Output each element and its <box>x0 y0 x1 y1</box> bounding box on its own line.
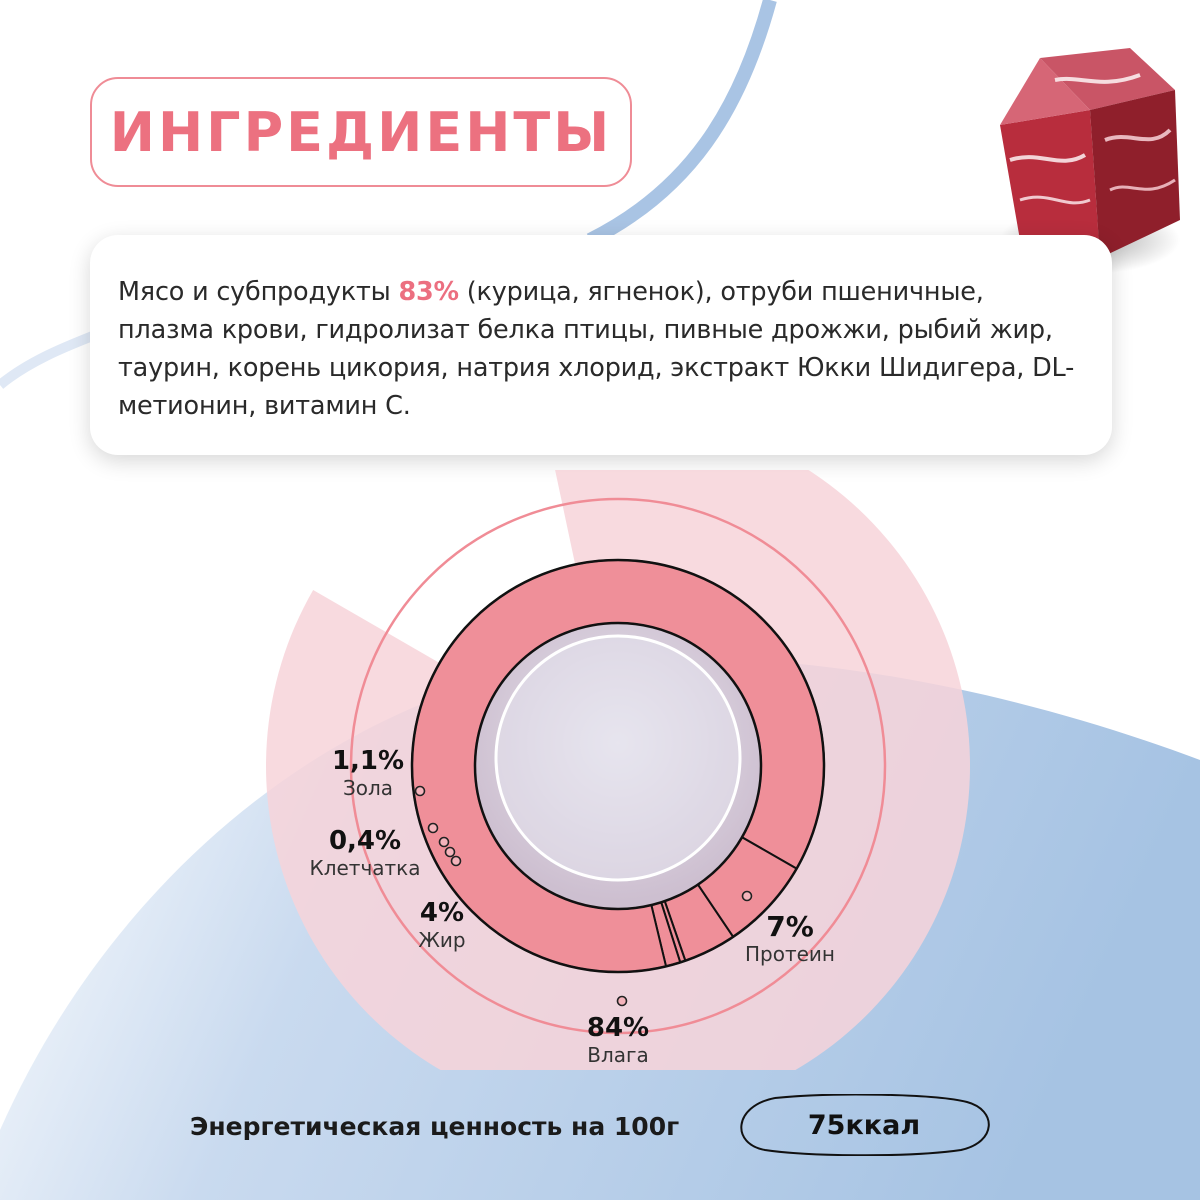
label-protein: 7% Протеин <box>740 910 840 967</box>
energy-label: Энергетическая ценность на 100г <box>190 1111 680 1141</box>
energy-value: 75ккал <box>807 1109 921 1141</box>
moisture-name: Влага <box>587 1043 649 1067</box>
moisture-value: 84% <box>586 1013 650 1043</box>
marker-moisture <box>616 995 628 1007</box>
marker-fat <box>450 855 462 867</box>
marker-fiber <box>438 836 450 848</box>
energy-row: Энергетическая ценность на 100г 75ккал <box>190 1094 990 1156</box>
ingredients-highlight: 83% <box>398 277 459 307</box>
left-arc <box>0 330 97 389</box>
energy-pill: 75ккал <box>735 1094 993 1156</box>
ingredients-rest: (курица, ягненок), отруби пшеничные, пла… <box>118 277 1075 421</box>
ash-name: Зола <box>342 776 394 800</box>
label-fiber: 0,4% Клетчатка <box>300 826 430 880</box>
label-fat: 4% Жир <box>392 898 492 952</box>
fiber-value: 0,4% <box>328 826 402 856</box>
inner-disc <box>494 634 742 882</box>
blue-swoosh <box>586 0 777 247</box>
donut-outer-outline <box>410 558 826 974</box>
outer-ring-outline <box>349 497 887 1035</box>
ingredients-prefix: Мясо и субпродукты <box>118 277 399 307</box>
title-box: ИНГРЕДИЕНТЫ <box>90 77 632 187</box>
label-moisture: 84% Влага <box>568 1013 668 1067</box>
ingredients-text: Мясо и субпродукты 83% (курица, ягненок)… <box>118 273 1082 425</box>
marker-ash <box>414 785 426 797</box>
ingredients-card: Мясо и субпродукты 83% (курица, ягненок)… <box>90 235 1112 455</box>
marker-dot <box>427 822 439 834</box>
label-ash: 1,1% Зола <box>318 746 418 800</box>
protein-value: 7% <box>766 910 814 943</box>
marker-protein <box>741 890 753 902</box>
fiber-name: Клетчатка <box>309 856 421 880</box>
fat-name: Жир <box>418 928 466 952</box>
marker-dot <box>444 846 456 858</box>
fat-value: 4% <box>419 898 465 928</box>
protein-name: Протеин <box>745 942 835 966</box>
page-title: ИНГРЕДИЕНТЫ <box>109 100 613 164</box>
ash-value: 1,1% <box>331 746 405 776</box>
energy-pill-outline <box>740 1094 990 1156</box>
